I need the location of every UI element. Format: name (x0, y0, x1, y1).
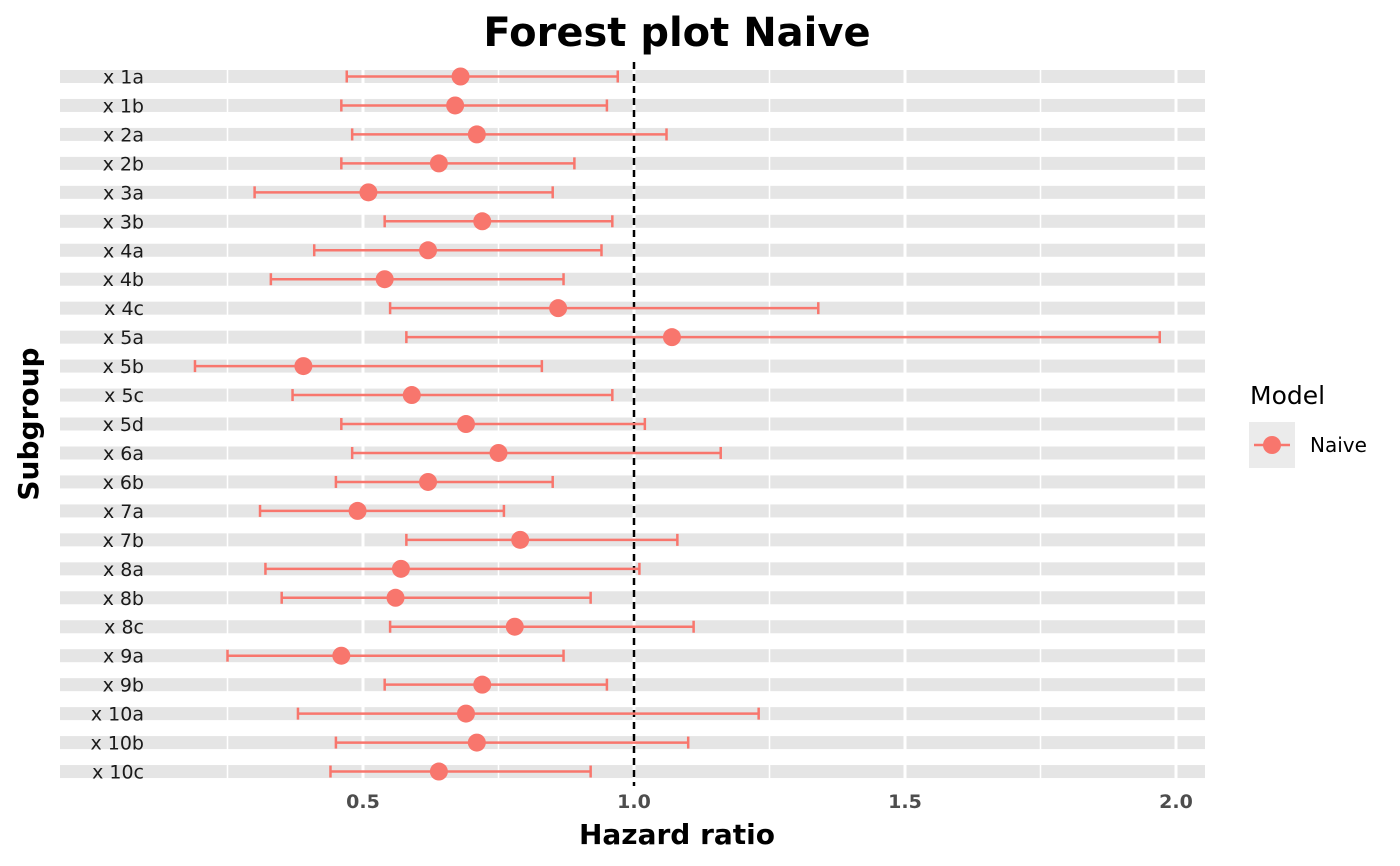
y-tick-label: x 10a (91, 704, 144, 726)
legend-key-point (1263, 436, 1281, 454)
y-tick-label: x 3a (103, 182, 144, 204)
point-estimate (456, 704, 475, 723)
point-estimate (294, 357, 313, 376)
x-tick-label: 0.5 (346, 791, 380, 813)
point-estimate (386, 588, 405, 607)
point-estimate (419, 472, 438, 491)
point-estimate (391, 559, 410, 578)
point-estimate (451, 67, 470, 86)
point-estimate (511, 530, 530, 549)
point-estimate (456, 415, 475, 434)
y-tick-label: x 8b (103, 588, 144, 610)
y-tick-label: x 7b (103, 530, 144, 552)
legend-label: Naive (1310, 433, 1367, 457)
y-tick-label: x 5c (104, 385, 144, 407)
point-estimate (467, 125, 486, 144)
x-tick-label: 1.0 (617, 791, 651, 813)
y-tick-label: x 2b (103, 153, 144, 175)
y-tick-label: x 8c (104, 617, 144, 639)
y-axis-title: Subgroup (12, 347, 45, 500)
point-estimate (473, 675, 492, 694)
point-estimate (429, 154, 448, 173)
y-tick-label: x 9a (103, 646, 144, 668)
y-tick-label: x 10c (92, 762, 144, 784)
y-tick-label: x 3b (103, 211, 144, 233)
y-tick-label: x 1b (103, 95, 144, 117)
plot-panel: x 1a x 1b x 2a x 2b x 3a x 3b x 4a x 4b x 4c x 5a… (60, 62, 1205, 813)
point-estimate (359, 183, 378, 202)
point-estimate (446, 96, 465, 115)
y-tick-label: x 2a (103, 124, 144, 146)
point-estimate (549, 299, 568, 318)
point-estimate (429, 762, 448, 781)
y-tick-label: x 4a (103, 240, 144, 262)
point-estimate (473, 212, 492, 231)
point-estimate (348, 501, 367, 520)
point-estimate (467, 733, 486, 752)
y-tick-label: x 6a (103, 443, 144, 465)
point-estimate (402, 386, 421, 405)
y-tick-label: x 6b (103, 472, 144, 494)
y-tick-label: x 8a (103, 559, 144, 581)
y-tick-label: x 4b (103, 269, 144, 291)
point-estimate (489, 443, 508, 462)
legend-title: Model (1250, 381, 1325, 410)
point-estimate (505, 617, 524, 636)
y-tick-label: x 9b (103, 675, 144, 697)
point-estimate (375, 270, 394, 289)
x-tick-label: 1.5 (888, 791, 922, 813)
point-estimate (332, 646, 351, 665)
legend: Model Naive (1249, 381, 1367, 468)
y-tick-label: x 7a (103, 501, 144, 523)
x-tick-label: 2.0 (1159, 791, 1193, 813)
chart-title: Forest plot Naive (483, 10, 870, 56)
y-tick-label: x 4c (104, 298, 144, 320)
y-tick-label: x 1a (103, 67, 144, 89)
y-tick-label: x 10b (90, 733, 144, 755)
point-estimate (662, 328, 681, 347)
y-tick-label: x 5b (103, 356, 144, 378)
y-tick-label: x 5a (103, 327, 144, 349)
y-tick-label: x 5d (103, 414, 144, 436)
x-axis-title: Hazard ratio (579, 818, 775, 851)
point-estimate (419, 241, 438, 260)
